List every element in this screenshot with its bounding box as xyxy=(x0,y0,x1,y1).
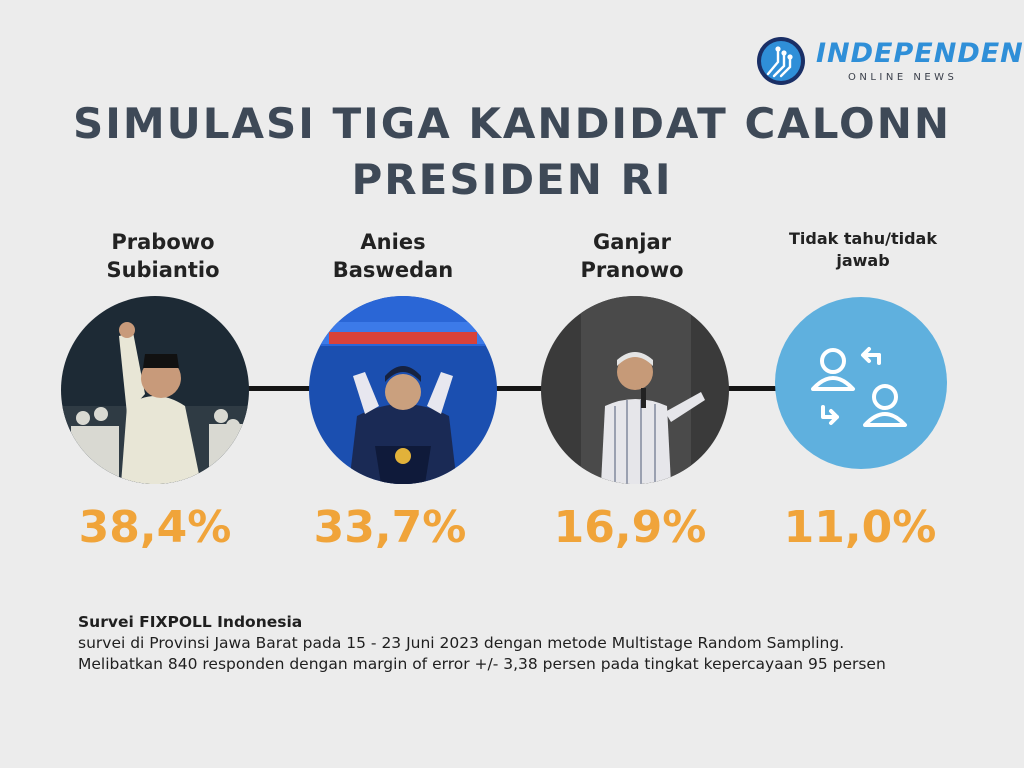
candidate-percent: 11,0% xyxy=(783,502,937,553)
connector-line xyxy=(150,386,870,391)
candidate-name: Tidak tahu/tidak jawab xyxy=(773,228,953,272)
circuit-logo-icon xyxy=(757,37,805,85)
unknown-circle xyxy=(775,297,947,469)
candidate-name-line-1: Anies xyxy=(360,230,426,254)
candidate-name-line-1: Prabowo xyxy=(111,230,215,254)
survey-detail-line-1: survei di Provinsi Jawa Barat pada 15 - … xyxy=(78,634,845,652)
survey-source: Survei FIXPOLL Indonesia xyxy=(78,613,303,631)
candidate-name-line-2: Subiantio xyxy=(106,258,220,282)
brand-name: INDEPENDEN xyxy=(816,38,1024,69)
users-swap-icon xyxy=(811,347,907,427)
candidate-percent: 33,7% xyxy=(313,502,467,553)
candidate-name: Ganjar Pranowo xyxy=(542,228,722,284)
page-title: SIMULASI TIGA KANDIDAT CALONN PRESIDEN R… xyxy=(0,96,1024,208)
survey-detail-line-2: Melibatkan 840 responden dengan margin o… xyxy=(78,655,886,673)
candidate-name-line-2: Pranowo xyxy=(580,258,684,282)
survey-note: Survei FIXPOLL Indonesia survei di Provi… xyxy=(78,612,978,675)
candidate-name: Prabowo Subiantio xyxy=(73,228,253,284)
candidate-photo xyxy=(61,296,249,484)
brand-logo: INDEPENDEN ONLINE NEWS xyxy=(756,36,1023,88)
candidate-name: Anies Baswedan xyxy=(303,228,483,284)
candidate-percent: 16,9% xyxy=(553,502,707,553)
title-line-2: PRESIDEN RI xyxy=(351,155,673,204)
candidate-name-line-1: Ganjar xyxy=(592,230,672,254)
title-line-1: SIMULASI TIGA KANDIDAT CALONN xyxy=(72,99,952,148)
candidate-name-line-2: Baswedan xyxy=(332,258,454,282)
candidate-photo xyxy=(309,296,497,484)
candidate-name-line-1: Tidak tahu/tidak xyxy=(789,229,937,248)
candidate-percent: 38,4% xyxy=(78,502,232,553)
candidate-name-line-2: jawab xyxy=(836,251,890,270)
candidate-photo xyxy=(541,296,729,484)
brand-tagline: ONLINE NEWS xyxy=(848,72,958,83)
